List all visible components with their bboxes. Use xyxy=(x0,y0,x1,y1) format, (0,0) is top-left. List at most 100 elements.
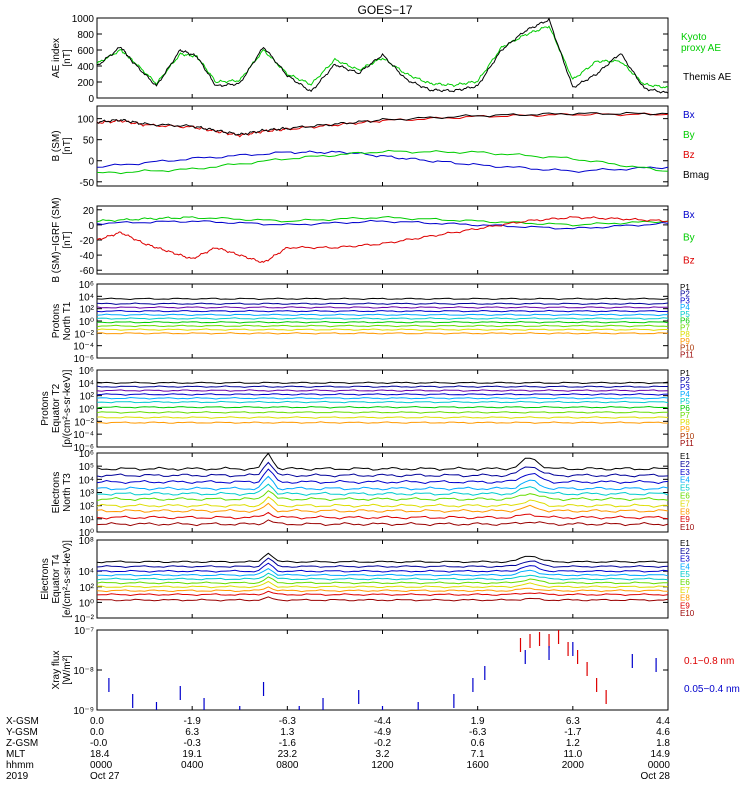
x-axis-row-label: Z-GSM xyxy=(6,738,38,749)
y-tick-label: 200 xyxy=(77,78,94,89)
y-tick-label: 10⁶ xyxy=(79,449,94,460)
series-line xyxy=(96,17,669,94)
x-axis-row-value: 11.0 xyxy=(563,749,582,760)
legend-label-line: Kyoto xyxy=(681,32,707,43)
y-axis-label: B (SM)−IGRF (SM)[nT] xyxy=(51,197,73,282)
legend-label: By xyxy=(683,130,695,141)
legend-label: P11 xyxy=(680,439,694,448)
flux-channel-line xyxy=(96,552,669,564)
x-axis-row-value: 18.4 xyxy=(90,749,110,760)
y-tick-label: 10⁸ xyxy=(79,536,94,547)
x-axis-row-value: 1600 xyxy=(467,760,490,771)
y-tick-label: 10⁻⁷ xyxy=(74,626,94,637)
y-tick-label: 100 xyxy=(77,115,94,126)
flux-channel-line xyxy=(96,306,669,309)
x-axis-row-value: -0.2 xyxy=(374,738,392,749)
y-axis-label-line: North T1 xyxy=(62,301,73,340)
x-axis-row-label: X-GSM xyxy=(6,716,39,727)
y-axis-label-line: Electrons xyxy=(40,558,51,600)
y-tick-label: 10⁻⁶ xyxy=(73,443,94,454)
flux-channel-line xyxy=(96,309,669,313)
flux-channel-line xyxy=(96,468,669,485)
x-axis-row-value: 0000 xyxy=(90,760,113,771)
x-axis-row-value: 0.6 xyxy=(471,738,485,749)
legend-label: P4 xyxy=(680,390,690,399)
y-tick-label: 10⁶ xyxy=(79,366,94,377)
legend-label: E4 xyxy=(680,562,690,571)
flux-channel-line xyxy=(96,452,669,471)
flux-channel-line xyxy=(96,576,669,585)
y-axis-label-line: Equator T2 xyxy=(51,383,62,433)
y-tick-label: -50 xyxy=(80,178,95,189)
legend-label: P10 xyxy=(680,344,695,353)
legend-label: Bx xyxy=(683,110,695,121)
legend-label: Bmag xyxy=(683,170,709,181)
legend-label: E10 xyxy=(680,523,695,532)
y-tick-label: 10⁰ xyxy=(79,317,94,328)
y-tick-label: 600 xyxy=(77,46,94,57)
flux-channel-line xyxy=(96,461,669,478)
x-axis-row-value: 6.3 xyxy=(566,716,580,727)
panel-frame xyxy=(96,205,669,275)
panel-8: 10⁻⁷ 10⁻⁸ 10⁻⁹ Xray flux[W/m²] 0.1−0.8 nm 0.0… xyxy=(51,626,740,717)
legend-label: P11 xyxy=(680,350,694,359)
legend-label: E3 xyxy=(680,555,690,564)
legend-label: E10 xyxy=(680,609,695,618)
x-axis-row-value: 3.2 xyxy=(376,749,390,760)
y-axis-label-line: [p/(cm²-s-sr-keV)] xyxy=(62,369,73,447)
legend-label: E4 xyxy=(680,476,690,485)
panel-data xyxy=(96,17,669,94)
y-tick-label: 10⁰ xyxy=(79,405,94,416)
flux-channel-line xyxy=(96,562,669,573)
y-axis-label-line: Equator T4 xyxy=(51,554,62,604)
legend-label: 0.05−0.4 nm xyxy=(684,684,740,695)
x-axis-row-value: -1.7 xyxy=(564,727,582,738)
flux-channel-line xyxy=(96,511,669,520)
flux-channel-line xyxy=(96,590,669,597)
flux-channel-line xyxy=(96,385,668,388)
panel-frame xyxy=(96,629,669,711)
flux-channel-line xyxy=(96,580,669,589)
legend-label: 0.1−0.8 nm xyxy=(684,656,734,667)
y-tick-label: 10⁻⁸ xyxy=(73,666,94,677)
legend-label: E6 xyxy=(680,578,690,587)
x-axis-row-value: -1.9 xyxy=(184,716,202,727)
flux-channel-line xyxy=(96,519,669,527)
panel-data xyxy=(96,215,669,263)
series-line xyxy=(96,219,669,230)
flux-channel-line xyxy=(96,381,669,385)
y-tick-label: 10⁰ xyxy=(79,528,94,539)
flux-channel-line xyxy=(97,568,669,577)
y-axis-label: ElectronsNorth T3 xyxy=(51,472,73,514)
x-axis-row-value: Oct 28 xyxy=(641,771,671,782)
y-axis-label-line: North T3 xyxy=(62,473,73,512)
y-axis-label-line: B (SM) xyxy=(51,130,62,161)
legend-label: P8 xyxy=(680,330,690,339)
y-axis-label-line: [nT] xyxy=(62,231,73,248)
y-axis-label-line: Protons xyxy=(51,304,62,338)
legend-label: E8 xyxy=(680,594,690,603)
legend-label: Kyoto proxy AE xyxy=(681,32,721,54)
legend-label: P1 xyxy=(680,369,690,378)
x-axis-row-value: -4.4 xyxy=(374,716,392,727)
panel-1: 0 200 400 600 800 1000 AE index[nT] Kyoto proxy … xyxy=(51,14,732,105)
x-axis-row-value: -6.3 xyxy=(469,727,487,738)
panel-data xyxy=(96,381,669,424)
legend-label: Bx xyxy=(683,210,695,221)
x-axis-row-value: 0800 xyxy=(276,760,299,771)
x-axis-row-value: 0.0 xyxy=(90,716,104,727)
flux-channel-line xyxy=(96,416,669,419)
legend-label: E1 xyxy=(680,539,690,548)
x-axis-row-value: 0400 xyxy=(181,760,204,771)
x-axis-row-label: Y-GSM xyxy=(6,727,38,738)
y-tick-label: 20 xyxy=(83,206,95,217)
y-tick-label: 10⁴ xyxy=(79,379,94,390)
flux-channel-line xyxy=(96,586,669,593)
y-axis-label: Xray flux[W/m²] xyxy=(51,651,73,690)
flux-channel-line xyxy=(96,405,669,409)
legend-label: By xyxy=(683,233,695,244)
legend-label: P5 xyxy=(680,310,690,319)
y-axis-label-line: [e/(cm²-s-sr-keV)] xyxy=(62,540,73,618)
y-tick-label: 10⁴ xyxy=(79,567,94,578)
